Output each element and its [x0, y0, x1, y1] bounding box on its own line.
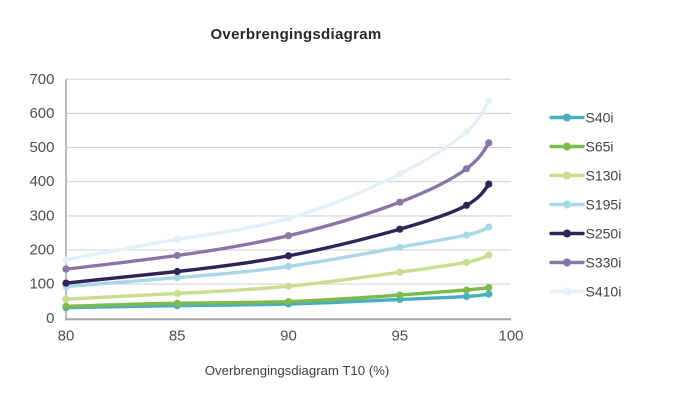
svg-text:Overbrengingsdiagram T10 (%): Overbrengingsdiagram T10 (%) — [205, 363, 389, 378]
svg-text:95: 95 — [391, 327, 408, 344]
svg-text:S65i: S65i — [586, 138, 614, 154]
svg-text:400: 400 — [29, 173, 54, 190]
svg-text:S195i: S195i — [586, 196, 622, 212]
svg-text:90: 90 — [280, 327, 297, 344]
svg-text:85: 85 — [169, 327, 186, 344]
svg-text:200: 200 — [29, 242, 54, 259]
svg-text:500: 500 — [29, 139, 54, 156]
svg-text:S330i: S330i — [586, 254, 622, 270]
svg-text:S250i: S250i — [586, 225, 622, 241]
svg-text:100: 100 — [29, 276, 54, 293]
svg-text:Overbrengingsdiagram: Overbrengingsdiagram — [210, 26, 381, 43]
svg-text:700: 700 — [29, 71, 54, 88]
svg-text:0: 0 — [46, 310, 54, 327]
svg-text:S40i: S40i — [586, 109, 614, 125]
svg-text:S410i: S410i — [586, 283, 622, 299]
svg-text:300: 300 — [29, 207, 54, 224]
svg-text:600: 600 — [29, 105, 54, 122]
svg-text:80: 80 — [58, 327, 75, 344]
svg-text:S130i: S130i — [586, 167, 622, 183]
svg-text:100: 100 — [498, 327, 523, 344]
